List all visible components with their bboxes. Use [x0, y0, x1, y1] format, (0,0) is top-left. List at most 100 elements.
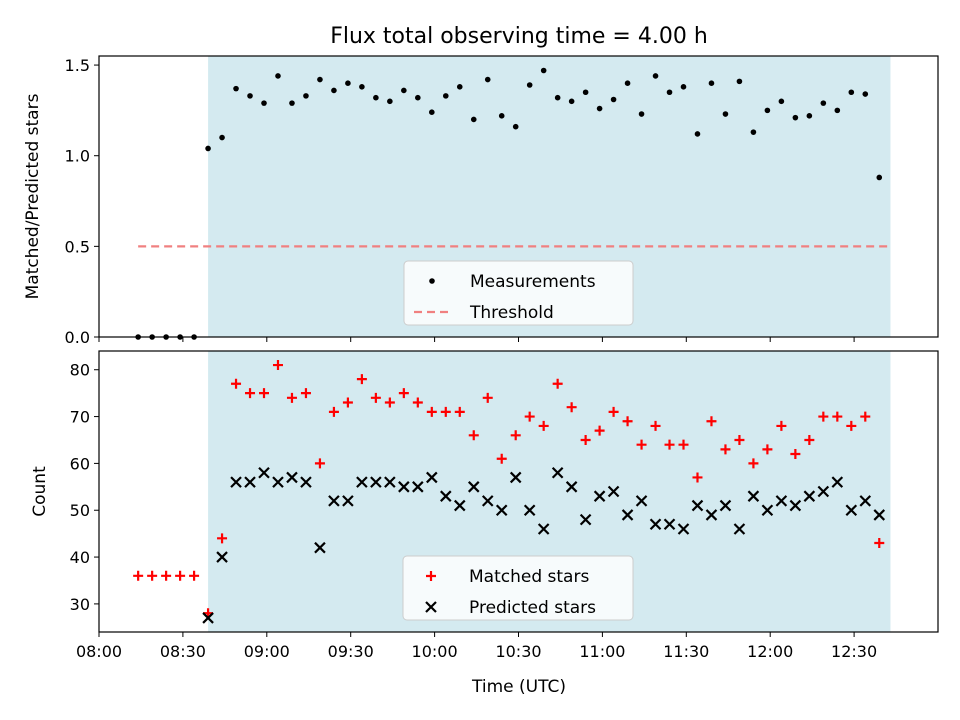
- matched-stars-point: [622, 416, 633, 427]
- legend: Measurements Threshold: [403, 260, 634, 326]
- legend-measurement-swatch: [429, 278, 435, 284]
- measurement-point: [806, 113, 813, 119]
- x-tick-label: 12:30: [831, 642, 877, 661]
- matched-stars-point: [175, 570, 186, 581]
- matched-stars-point: [818, 411, 829, 422]
- x-tick-label: 11:00: [579, 642, 625, 661]
- measurement-point: [764, 107, 771, 114]
- predicted-stars-point: [733, 523, 746, 535]
- measurement-point: [373, 94, 379, 101]
- predicted-stars-point: [300, 476, 312, 488]
- predicted-stars-point: [370, 476, 382, 488]
- predicted-stars-point: [342, 495, 354, 507]
- predicted-stars-point: [775, 495, 788, 507]
- matched-stars-point: [440, 406, 451, 417]
- measurement-point: [387, 98, 393, 105]
- legend-predicted-swatch: [425, 601, 437, 613]
- matched-stars-point: [245, 388, 256, 399]
- measurement-point: [219, 134, 225, 141]
- predicted-stars-point: [845, 504, 858, 517]
- predicted-stars-point: [747, 490, 760, 502]
- measurement-point: [331, 87, 337, 94]
- y-tick-label: 1.0: [65, 147, 90, 166]
- measurement-point: [820, 100, 827, 106]
- matched-stars-point: [874, 538, 885, 549]
- predicted-stars-point: [551, 466, 564, 479]
- measurement-point: [834, 107, 841, 114]
- predicted-stars-point: [286, 471, 298, 484]
- legend-box: [403, 260, 634, 326]
- axes-frame: [98, 350, 939, 633]
- legend-matched-swatch: [426, 571, 436, 581]
- legend-label: Measurements: [470, 272, 596, 292]
- matched-stars-point: [832, 411, 843, 422]
- predicted-stars-point: [202, 612, 214, 624]
- measurement-point: [596, 105, 603, 112]
- matched-stars-point: [161, 570, 172, 581]
- predicted-stars-point: [873, 509, 886, 521]
- predicted-stars-point: [593, 490, 606, 502]
- x-tick-label: 11:30: [663, 642, 709, 661]
- y-tick-label: 80: [70, 361, 90, 380]
- matched-stars-point: [314, 458, 325, 469]
- measurement-point: [652, 73, 659, 79]
- matched-stars-point: [300, 388, 311, 399]
- panel-bottom: 30 40 50 60 70 80 08:00 08:30 09:00 09:30 10:00 10:…: [30, 350, 939, 661]
- measurement-point: [526, 82, 533, 88]
- matched-stars-point: [580, 434, 591, 445]
- matched-stars-point: [790, 449, 801, 460]
- matched-stars-point: [147, 570, 158, 581]
- measurement-point: [484, 76, 491, 83]
- predicted-stars-point: [663, 518, 676, 531]
- y-tick-label: 70: [70, 408, 90, 427]
- predicted-stars-point: [230, 476, 242, 488]
- matched-stars-point: [482, 392, 493, 403]
- predicted-stars-point: [831, 476, 844, 488]
- x-tick-label: 09:00: [244, 642, 290, 661]
- predicted-stars-point: [649, 518, 662, 531]
- matched-stars-point: [692, 472, 703, 483]
- predicted-stars-point: [258, 466, 270, 479]
- y-axis-label: Matched/Predicted stars: [23, 93, 43, 299]
- measurement-point: [876, 174, 883, 181]
- predicted-stars-point: [761, 504, 774, 517]
- measurement-point: [708, 80, 715, 86]
- panel-top: 0.0 0.5 1.0 1.5 Matched/Predicted stars Measu…: [23, 55, 939, 347]
- measurement-point: [247, 93, 253, 99]
- measurement-point: [666, 89, 673, 96]
- x-tick-label: 08:30: [160, 642, 206, 661]
- matched-stars-point: [664, 439, 675, 450]
- matched-stars-point: [217, 533, 228, 544]
- matched-stars-point: [538, 420, 549, 431]
- measurement-point: [694, 131, 701, 137]
- predicted-stars-point: [398, 481, 410, 493]
- predicted-stars-point: [789, 499, 802, 512]
- x-axis-label: Time (UTC): [471, 677, 566, 697]
- matched-stars-point: [734, 434, 745, 445]
- x-tick-label: 08:00: [76, 642, 122, 661]
- matched-stars-point: [748, 458, 759, 469]
- y-tick-label: 40: [70, 548, 90, 567]
- matched-stars-point: [608, 406, 619, 417]
- matched-stars-point: [510, 430, 521, 441]
- measurement-point: [470, 116, 477, 123]
- measurement-point: [540, 67, 547, 74]
- measurement-point: [862, 91, 869, 97]
- predicted-stars-point: [426, 471, 438, 484]
- measurement-point: [456, 84, 463, 90]
- predicted-stars-point: [272, 476, 284, 488]
- predicted-stars-point: [481, 495, 494, 507]
- matched-stars-point: [566, 402, 577, 413]
- measurement-point: [415, 94, 421, 101]
- measurement-point: [792, 114, 799, 121]
- legend-label: Matched stars: [469, 567, 589, 587]
- predicted-stars-point: [509, 471, 522, 484]
- predicted-stars-point: [635, 495, 648, 507]
- x-tick-label: 12:00: [747, 642, 793, 661]
- x-tick-label: 09:30: [328, 642, 374, 661]
- legend-label: Predicted stars: [469, 598, 596, 618]
- matched-stars-point: [272, 360, 283, 371]
- measurement-point: [848, 89, 855, 96]
- matched-stars-point: [231, 378, 242, 389]
